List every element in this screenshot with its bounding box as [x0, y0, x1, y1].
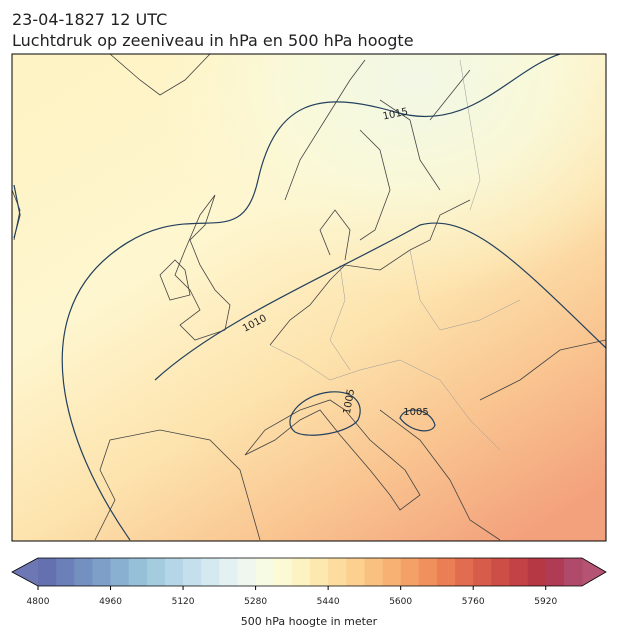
- colorbar-swatch: [545, 558, 565, 586]
- colorbar-outline: [11, 557, 607, 587]
- colorbar-tick-label: 5120: [172, 597, 195, 607]
- colorbar-swatch: [237, 558, 257, 586]
- colorbar-tick-label: 5920: [534, 597, 557, 607]
- isobar: [154, 222, 606, 381]
- isobar: [13, 184, 21, 239]
- isobar: [399, 409, 436, 432]
- isobar-label: 1005: [403, 407, 428, 418]
- coastline: [379, 339, 606, 541]
- colorbar-tick-label: 5600: [389, 597, 412, 607]
- colorbar-swatch: [38, 558, 57, 586]
- colorbar-extension: [12, 558, 38, 586]
- colorbar-swatch: [56, 558, 75, 586]
- colorbar-swatch: [110, 558, 130, 586]
- colorbar-tick-label: 4960: [99, 597, 122, 607]
- colorbar-swatch: [74, 558, 93, 586]
- coastline: [159, 259, 191, 301]
- colorbar-swatch: [164, 558, 184, 586]
- isobar: [289, 391, 361, 436]
- colorbar-swatch: [201, 558, 220, 586]
- colorbar-swatch: [146, 558, 166, 586]
- colorbar-swatch: [183, 558, 202, 586]
- colorbar-tick-label: 5440: [317, 597, 340, 607]
- colorbar-swatch: [418, 558, 438, 586]
- colorbar-swatch: [382, 558, 402, 586]
- subtitle: Luchtdruk op zeeniveau in hPa en 500 hPa…: [12, 31, 414, 50]
- colorbar-swatch: [255, 558, 275, 586]
- coastline: [174, 194, 231, 341]
- title: 23-04-1827 12 UTC: [12, 10, 167, 29]
- map: 1015 1010 1005 1005: [12, 54, 606, 541]
- colorbar-tick-label: 5760: [462, 597, 485, 607]
- colorbar-swatch: [491, 558, 510, 586]
- colorbar-swatch: [346, 558, 365, 586]
- colorbar-swatch: [128, 558, 148, 586]
- colorbar-label: 500 hPa hoogte in meter: [241, 615, 378, 628]
- coastline: [269, 199, 471, 346]
- colorbar: 4800 4960 5120 5280 5440 5600 5760 5920: [11, 557, 607, 607]
- colorbar-swatch: [219, 558, 238, 586]
- colorbar-tick-label: 4800: [27, 597, 50, 607]
- colorbar-swatch: [400, 558, 420, 586]
- colorbar-swatch: [473, 558, 492, 586]
- colorbar-swatch: [455, 558, 474, 586]
- isobar: [61, 54, 561, 541]
- border: [269, 59, 521, 451]
- isobar-label: 1015: [382, 107, 409, 123]
- colorbar-swatch: [328, 558, 347, 586]
- colorbar-extension: [582, 558, 606, 586]
- colorbar-swatch: [273, 558, 293, 586]
- colorbar-swatch: [92, 558, 112, 586]
- coastline: [244, 399, 421, 511]
- colorbar-swatch: [364, 558, 384, 586]
- coastline: [284, 59, 471, 241]
- colorbar-tick-label: 5280: [244, 597, 267, 607]
- coastline: [94, 429, 261, 541]
- map-shading: [12, 54, 606, 541]
- colorbar-swatch: [310, 558, 329, 586]
- colorbar-swatch: [563, 558, 583, 586]
- colorbar-swatch: [509, 558, 529, 586]
- colorbar-swatch: [291, 558, 311, 586]
- colorbar-swatch: [436, 558, 456, 586]
- isobar-label: 1005: [342, 388, 357, 415]
- colorbar-swatch: [527, 558, 547, 586]
- map-frame: [11, 53, 607, 542]
